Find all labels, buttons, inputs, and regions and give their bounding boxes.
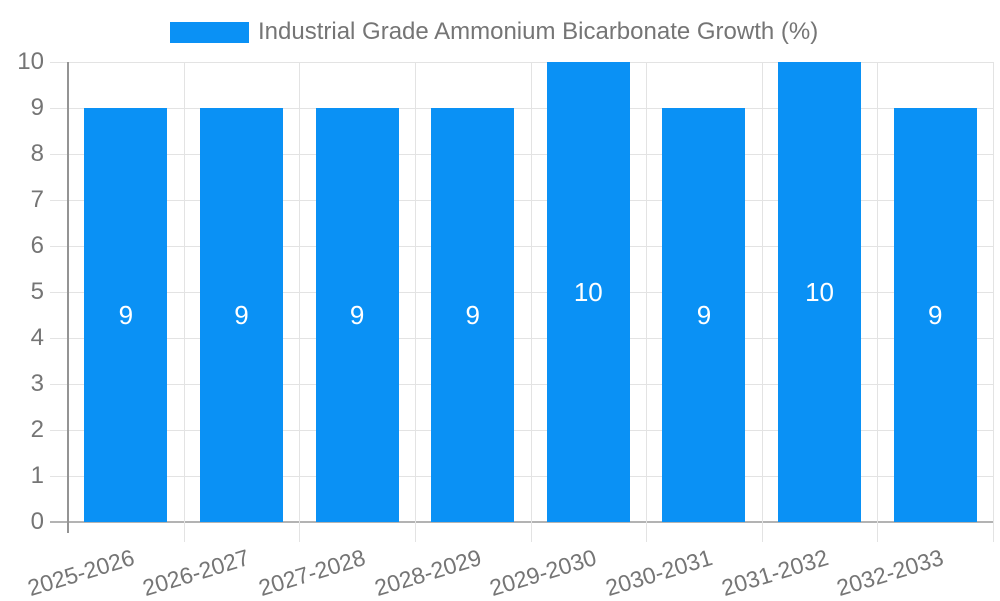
bar[interactable] [546, 62, 630, 522]
y-axis-tick-label: 6 [30, 232, 44, 259]
y-gridline [50, 384, 993, 385]
bar-value-label: 10 [573, 277, 603, 307]
x-gridline [993, 62, 994, 542]
bar-value-label: 9 [349, 300, 365, 330]
y-axis-tick-label: 7 [30, 186, 44, 213]
y-gridline [50, 476, 993, 477]
y-axis-tick-label: 10 [17, 48, 44, 75]
bar[interactable] [662, 108, 746, 522]
y-gridline [50, 246, 993, 247]
x-axis-tick-label: 2027-2028 [255, 544, 369, 601]
y-axis-tick-label: 5 [30, 278, 44, 305]
y-gridline [50, 430, 993, 431]
bar-value-label: 9 [118, 300, 134, 330]
y-axis-tick-label: 3 [30, 370, 44, 397]
bar-value-label: 9 [465, 300, 480, 330]
y-gridline [50, 154, 993, 155]
x-axis-tick-label: 2029-2030 [486, 544, 600, 601]
legend-label: Industrial Grade Ammonium Bicarbonate Gr… [258, 18, 819, 45]
y-axis-tick-label: 9 [30, 94, 44, 121]
x-gridline [530, 62, 532, 542]
x-gridline [414, 62, 416, 542]
bar-value-label: 9 [234, 300, 249, 330]
bar[interactable] [893, 108, 977, 522]
y-axis-tick-label: 1 [30, 462, 44, 489]
y-axis-line [67, 62, 69, 533]
x-gridline [646, 62, 648, 542]
bar-value-label: 9 [696, 300, 712, 330]
x-gridline [877, 62, 879, 542]
x-gridline [761, 62, 763, 542]
bar-value-label: 10 [805, 277, 835, 307]
bar-value-label: 9 [927, 300, 943, 330]
legend[interactable]: Industrial Grade Ammonium Bicarbonate Gr… [170, 18, 818, 46]
y-gridline [50, 292, 993, 293]
y-gridline [50, 200, 993, 201]
bar[interactable] [315, 108, 399, 522]
x-axis-tick-label: 2030-2031 [602, 544, 716, 601]
bar[interactable] [431, 108, 515, 522]
bar[interactable] [778, 62, 862, 522]
x-axis-tick-label: 2031-2032 [718, 544, 831, 601]
y-axis-tick-label: 4 [30, 324, 44, 351]
x-axis-tick-label: 2025-2026 [24, 544, 138, 601]
x-axis-tick-label: 2032-2033 [833, 544, 947, 601]
x-axis-baseline [50, 521, 993, 523]
y-gridline [50, 108, 993, 109]
y-gridline [50, 338, 993, 339]
x-gridline [299, 62, 301, 542]
y-axis-tick-label: 2 [30, 416, 44, 443]
y-gridline [50, 62, 993, 63]
x-axis-tick-label: 2028-2029 [371, 544, 484, 601]
bar[interactable] [84, 108, 168, 522]
x-axis-tick-label: 2026-2027 [139, 544, 253, 601]
legend-swatch [170, 21, 249, 43]
y-axis-tick-label: 8 [30, 140, 44, 167]
x-gridline [183, 62, 185, 542]
y-axis-tick-label: 0 [30, 508, 44, 535]
bar[interactable] [199, 108, 283, 522]
